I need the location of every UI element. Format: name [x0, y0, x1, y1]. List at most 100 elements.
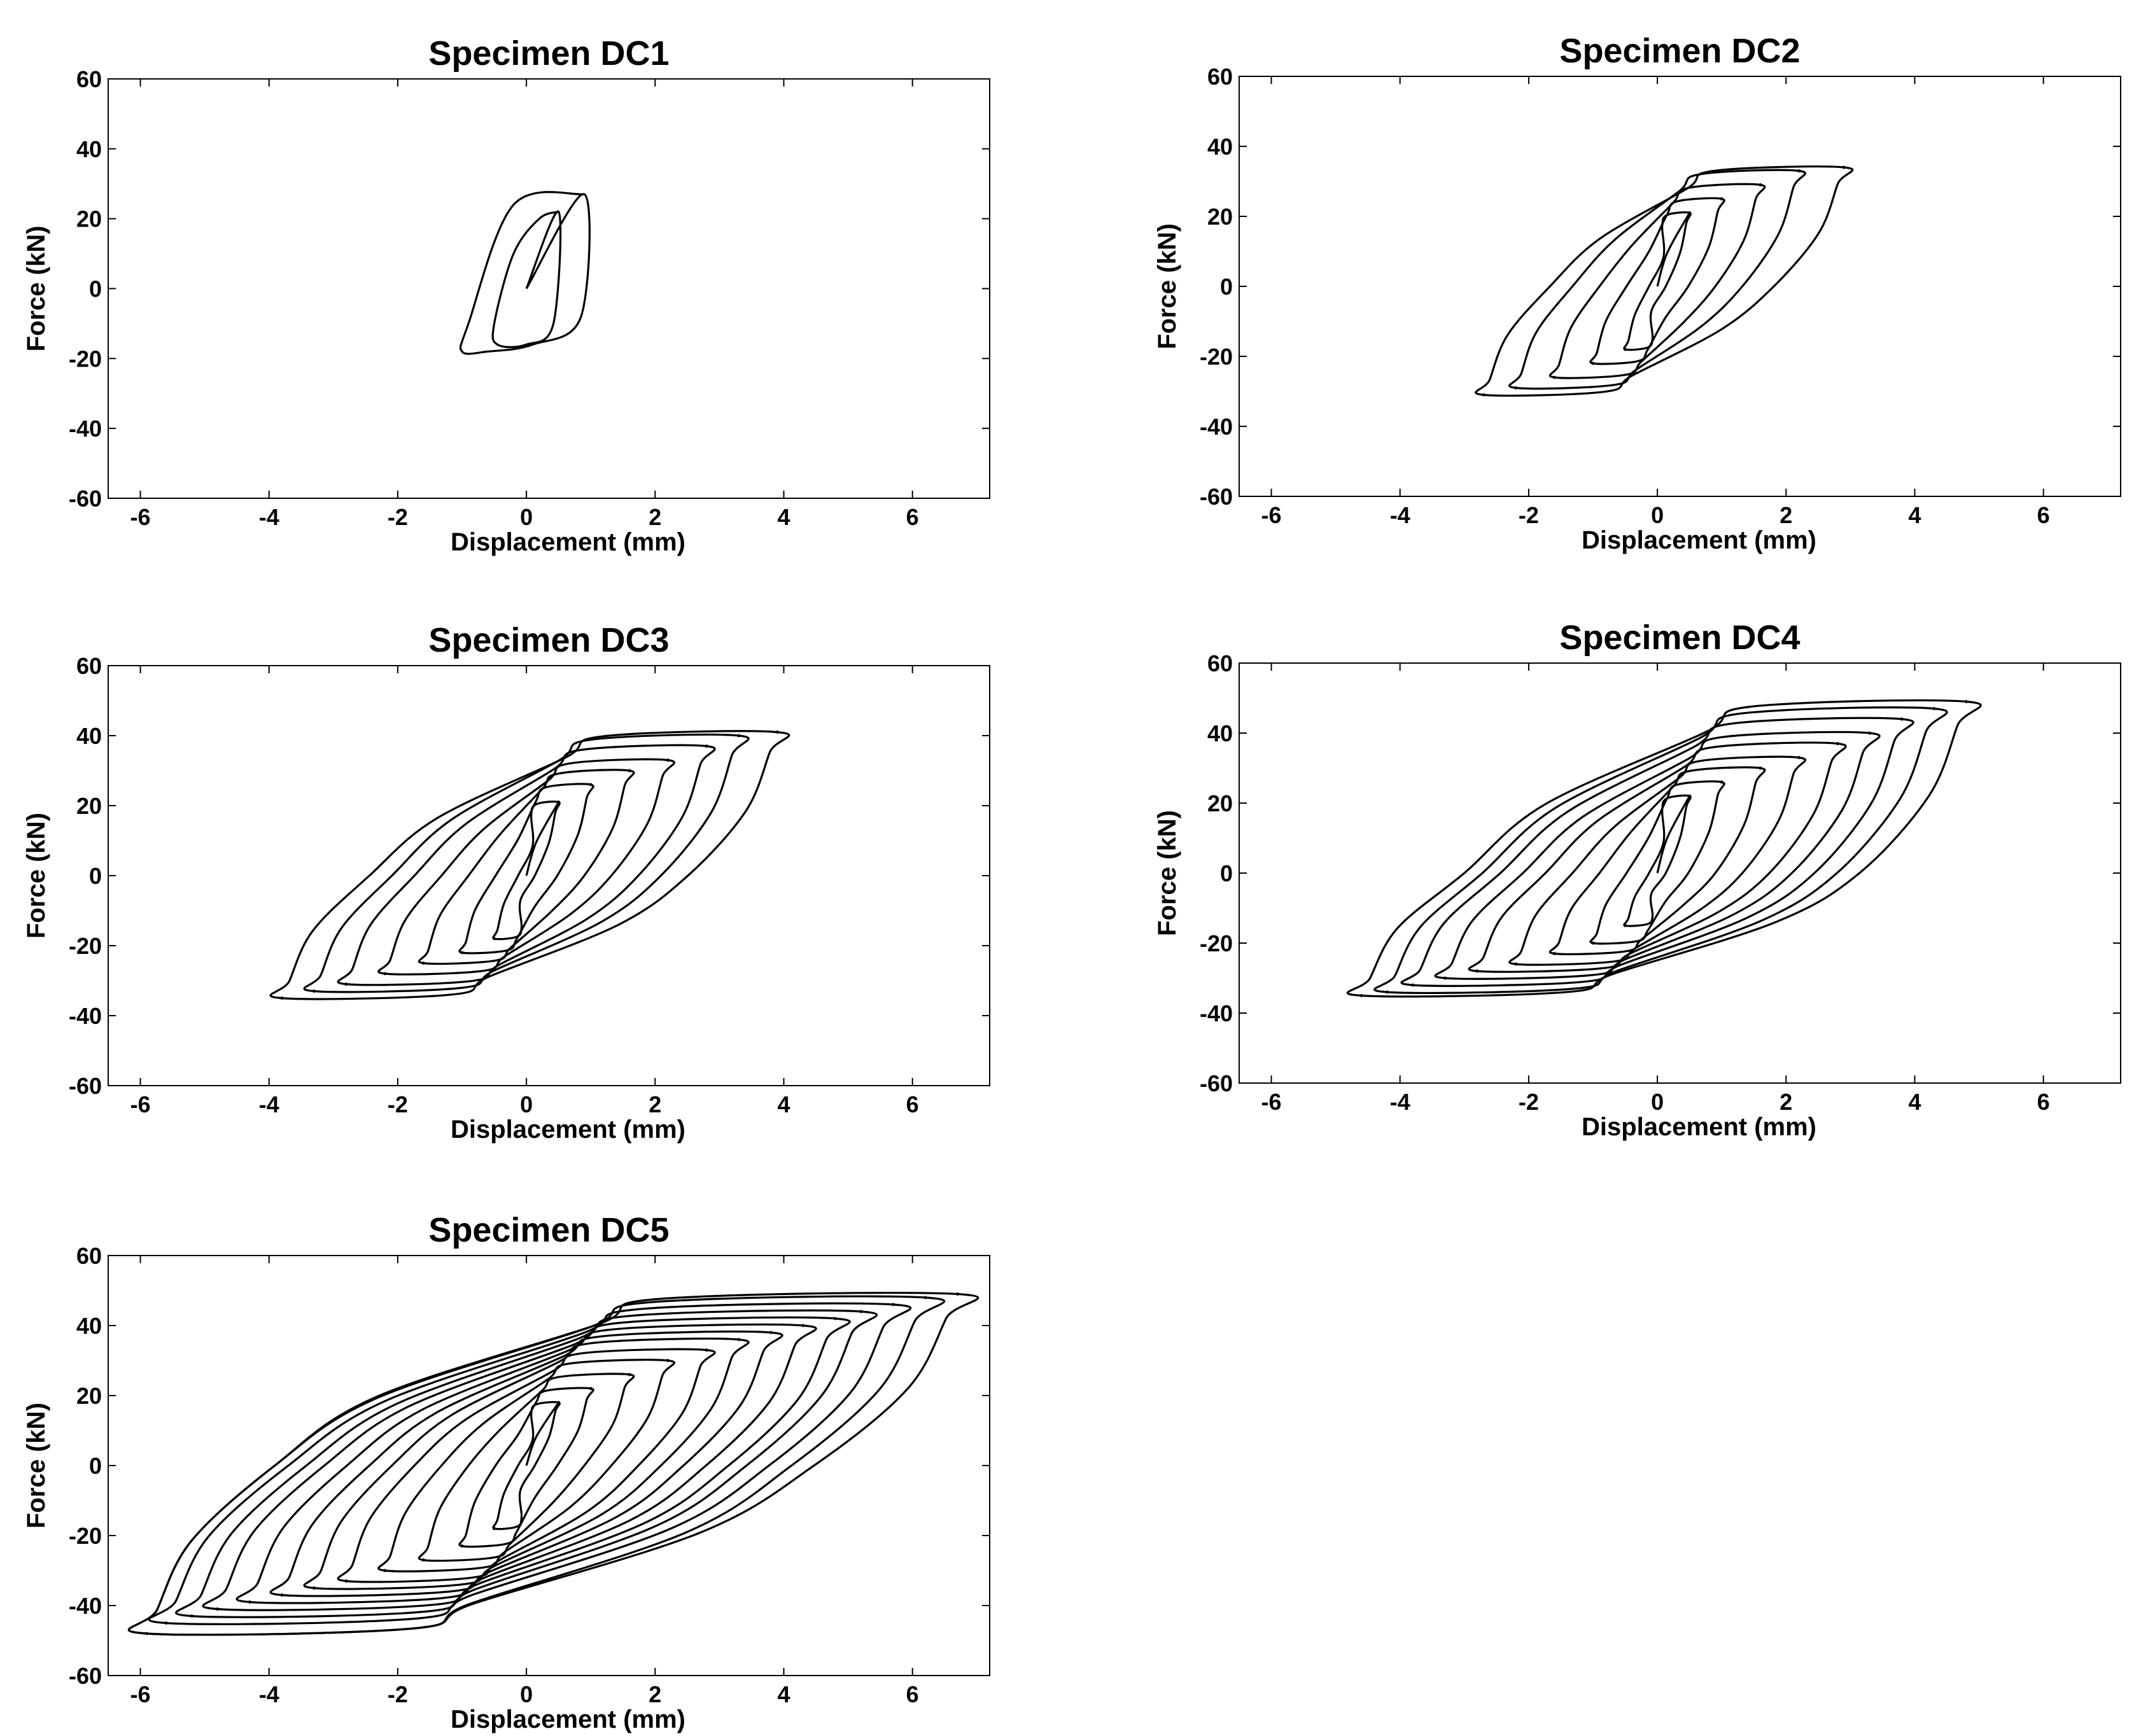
hysteresis-loop-6	[303, 733, 750, 993]
peak-point-positive	[557, 1401, 561, 1404]
peak-point-positive	[705, 745, 708, 748]
y-tick-label: 60	[76, 1243, 102, 1269]
x-tick-label: 2	[649, 504, 661, 530]
peak-point-negative	[190, 1614, 193, 1618]
peak-point-negative	[383, 972, 387, 976]
x-tick-label: -6	[130, 1681, 151, 1707]
hysteresis-loop-4	[1508, 755, 1807, 966]
chart-title: Specimen DC1	[428, 34, 669, 73]
peak-point-negative	[1514, 386, 1518, 389]
x-tick-label: 6	[2037, 502, 2050, 528]
y-tick-label: -40	[1200, 414, 1233, 440]
y-tick-label: 20	[1207, 790, 1233, 816]
x-tick-label: 4	[1908, 502, 1921, 528]
peak-point-negative	[1624, 924, 1627, 927]
x-tick-label: 6	[906, 1681, 919, 1707]
y-tick-label: -60	[69, 486, 102, 512]
y-tick-label: -20	[1200, 930, 1233, 956]
x-tick-label: 0	[520, 504, 533, 530]
y-tick-label: -40	[69, 1003, 102, 1029]
x-tick-label: -2	[1519, 502, 1539, 528]
x-axis-label: Displacement (mm)	[1582, 1113, 1816, 1141]
y-tick-label: -60	[1200, 1070, 1233, 1096]
chart-panel-dc1: Specimen DC1-6 -4 -2 0 2 4 66040200-20-40-60Di…	[22, 34, 990, 556]
y-tick-label: 60	[1207, 650, 1233, 676]
x-tick-label: 4	[1908, 1089, 1921, 1115]
peak-point-negative	[1514, 962, 1518, 966]
peak-point-positive	[1932, 707, 1936, 710]
hysteresis-cycle-1	[491, 210, 562, 349]
peak-point-negative	[1411, 983, 1415, 987]
peak-point-negative	[1443, 976, 1447, 980]
peak-point-positive	[955, 1292, 959, 1296]
peak-point-negative	[1591, 361, 1595, 365]
x-tick-label: 6	[906, 1091, 919, 1117]
y-tick-label: 40	[76, 1313, 102, 1339]
peak-point-positive	[589, 783, 593, 787]
chart-title: Specimen DC2	[1559, 32, 1800, 70]
y-tick-label: 60	[76, 653, 102, 679]
peak-point-negative	[1591, 941, 1595, 945]
chart-panel-dc4: Specimen DC4-6 -4 -2 0 2 4 66040200-20-40-60Di…	[1153, 619, 2121, 1141]
x-axis-label: Displacement (mm)	[451, 528, 685, 556]
peak-point-negative	[1359, 994, 1363, 997]
peak-point-negative	[164, 1621, 168, 1625]
plot-frame	[108, 665, 990, 1086]
peak-point-negative	[460, 951, 464, 955]
peak-point-positive	[1688, 211, 1692, 214]
peak-point-negative	[421, 962, 425, 965]
peak-point-negative	[344, 983, 348, 986]
peak-point-positive	[1720, 197, 1723, 200]
peak-point-positive	[1836, 742, 1839, 745]
y-tick-label: 60	[76, 66, 102, 92]
y-tick-label: 0	[89, 276, 102, 302]
x-tick-label: 2	[1779, 1089, 1792, 1115]
y-tick-label: 0	[89, 863, 102, 889]
peak-point-positive	[666, 1359, 670, 1362]
x-tick-label: 0	[520, 1681, 533, 1707]
y-axis-label: Force (kN)	[22, 1403, 50, 1529]
x-tick-label: -6	[1261, 1089, 1282, 1115]
x-tick-label: 4	[777, 1681, 790, 1707]
peak-point-positive	[1758, 183, 1762, 186]
peak-point-positive	[891, 1303, 895, 1306]
y-tick-label: 20	[76, 793, 102, 819]
peak-point-positive	[628, 769, 631, 773]
peak-point-positive	[859, 1310, 863, 1313]
x-tick-label: -4	[1390, 1089, 1410, 1115]
peak-point-positive	[1758, 766, 1762, 770]
x-tick-label: 0	[1651, 502, 1664, 528]
x-tick-label: 4	[777, 1091, 790, 1117]
y-tick-label: 40	[1207, 134, 1233, 160]
chart-title: Specimen DC5	[428, 1211, 669, 1249]
y-axis-label: Force (kN)	[22, 226, 50, 352]
y-tick-label: -20	[69, 933, 102, 959]
peak-point-positive	[1797, 169, 1801, 172]
peak-point-positive	[1842, 165, 1846, 169]
x-tick-label: -2	[1519, 1089, 1539, 1115]
peak-point-negative	[421, 1558, 425, 1562]
chart-title: Specimen DC4	[1559, 619, 1800, 657]
peak-point-negative	[1552, 375, 1556, 379]
peak-point-positive	[923, 1296, 927, 1299]
x-axis-label: Displacement (mm)	[451, 1116, 685, 1144]
y-tick-label: -40	[1200, 1000, 1233, 1026]
chart-panel-dc2: Specimen DC2-6 -4 -2 0 2 4 66040200-20-40-60Di…	[1153, 32, 2121, 554]
y-tick-label: -20	[69, 346, 102, 372]
peak-point-negative	[145, 1632, 149, 1635]
initial-loading-branch	[525, 1402, 560, 1466]
x-tick-label: -6	[130, 504, 151, 530]
hysteresis-loop-3	[1548, 183, 1766, 379]
plot-frame	[108, 78, 990, 499]
x-tick-label: 0	[1651, 1089, 1664, 1115]
peak-point-positive	[666, 759, 670, 762]
peak-point-positive	[1900, 717, 1904, 721]
y-tick-label: 0	[89, 1453, 102, 1479]
peak-point-positive	[1868, 731, 1872, 735]
y-tick-label: -20	[1200, 344, 1233, 370]
peak-point-negative	[460, 1544, 464, 1548]
y-tick-label: -20	[69, 1523, 102, 1549]
x-tick-label: 2	[649, 1681, 661, 1707]
y-tick-label: -40	[69, 1593, 102, 1619]
x-tick-label: 6	[906, 504, 919, 530]
